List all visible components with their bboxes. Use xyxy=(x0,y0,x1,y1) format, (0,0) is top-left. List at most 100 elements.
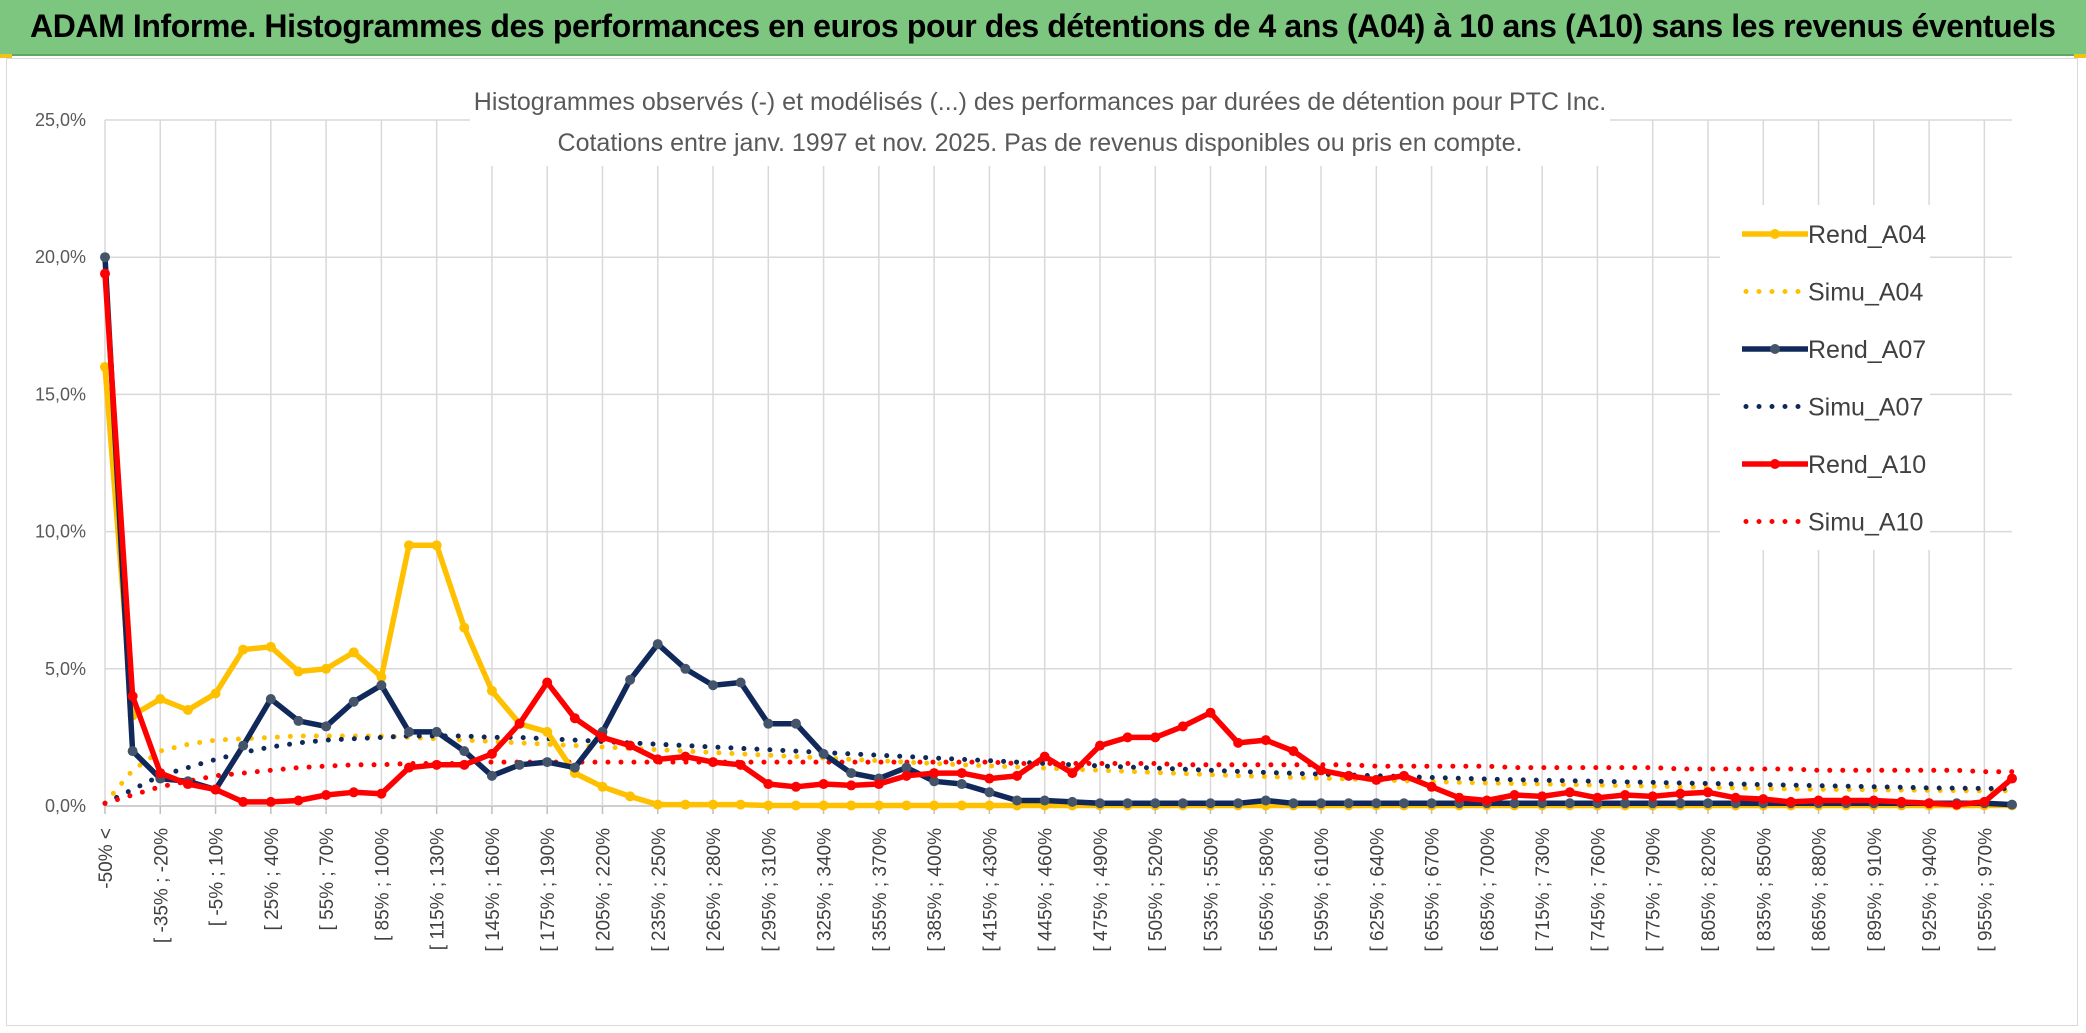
data-point-Rend_A10 xyxy=(1868,795,1879,806)
x-tick-label: [ 535% ; 550% xyxy=(1202,828,1223,952)
x-tick-label: [ 685% ; 700% xyxy=(1478,828,1499,952)
data-point-Rend_A10 xyxy=(1371,774,1382,785)
data-point-Rend_A07 xyxy=(984,787,995,798)
header-banner: ADAM Informe. Histogrammes des performan… xyxy=(0,0,2086,56)
data-point-Rend_A04 xyxy=(873,800,884,811)
series-line-Simu_A07 xyxy=(102,733,2015,806)
data-point-Rend_A07 xyxy=(265,693,276,704)
data-point-Rend_A10 xyxy=(680,751,691,762)
data-point-Rend_A07 xyxy=(1067,796,1078,807)
chart-title: Histogrammes observés (-) et modélisés (… xyxy=(474,88,1606,116)
data-point-Rend_A07 xyxy=(956,779,967,790)
data-point-Rend_A10 xyxy=(459,759,470,770)
series-line-Rend_A07 xyxy=(102,257,2013,808)
data-point-Rend_A10 xyxy=(1094,740,1105,751)
data-point-Rend_A04 xyxy=(597,781,608,792)
data-point-Rend_A07 xyxy=(1177,798,1188,809)
x-tick-label: [ 415% ; 430% xyxy=(980,828,1001,952)
data-point-Rend_A07 xyxy=(1564,798,1575,809)
data-point-Rend_A07 xyxy=(2007,799,2017,810)
data-point-Rend_A04 xyxy=(210,688,221,699)
data-point-Rend_A10 xyxy=(1426,781,1437,792)
data-point-Rend_A07 xyxy=(486,770,497,781)
data-point-Rend_A10 xyxy=(1592,792,1603,803)
x-tick-label: [ 565% ; 580% xyxy=(1257,828,1278,952)
data-point-Rend_A07 xyxy=(735,677,746,688)
data-point-Rend_A07 xyxy=(763,718,774,729)
data-point-Rend_A04 xyxy=(238,644,249,655)
x-tick-label: [ -5% ; 10% xyxy=(207,828,228,926)
y-tick-label: 25,0% xyxy=(35,110,86,130)
legend-box xyxy=(1720,205,1930,550)
data-point-Rend_A07 xyxy=(625,674,636,685)
data-point-Rend_A04 xyxy=(901,800,912,811)
data-point-Rend_A07 xyxy=(404,726,415,737)
data-point-Rend_A07 xyxy=(569,762,580,773)
data-point-Rend_A04 xyxy=(182,704,193,715)
data-point-Rend_A07 xyxy=(238,740,249,751)
data-point-Rend_A07 xyxy=(708,680,719,691)
data-point-Rend_A10 xyxy=(1205,707,1216,718)
data-point-Rend_A10 xyxy=(404,762,415,773)
data-point-Rend_A07 xyxy=(1398,798,1409,809)
data-point-Rend_A07 xyxy=(1509,798,1520,809)
x-tick-label: [ 835% ; 850% xyxy=(1754,828,1775,952)
legend-label: Simu_A10 xyxy=(1808,509,1923,537)
x-tick-label: [ 775% ; 790% xyxy=(1644,828,1665,952)
x-tick-label: [ 355% ; 370% xyxy=(870,828,891,952)
data-point-Rend_A07 xyxy=(1426,798,1437,809)
corner-accent-right xyxy=(2074,54,2086,58)
data-point-Rend_A10 xyxy=(1564,787,1575,798)
data-point-Rend_A07 xyxy=(542,757,553,768)
data-point-Rend_A10 xyxy=(1481,795,1492,806)
y-tick-label: 20,0% xyxy=(35,247,86,267)
data-point-Rend_A07 xyxy=(293,715,304,726)
x-tick-label: [ 715% ; 730% xyxy=(1533,828,1554,952)
data-point-Rend_A10 xyxy=(1122,732,1133,743)
data-point-Rend_A10 xyxy=(1758,794,1769,805)
data-point-Rend_A07 xyxy=(127,746,138,757)
data-point-Rend_A10 xyxy=(1841,795,1852,806)
data-point-Rend_A07 xyxy=(680,663,691,674)
data-point-Rend_A04 xyxy=(984,800,995,811)
data-point-Rend_A10 xyxy=(265,796,276,807)
data-point-Rend_A04 xyxy=(486,685,497,696)
data-point-Rend_A07 xyxy=(901,762,912,773)
x-tick-label: [ 235% ; 250% xyxy=(649,828,670,952)
data-point-Rend_A07 xyxy=(1316,798,1327,809)
x-tick-label: [ 205% ; 220% xyxy=(593,828,614,952)
data-point-Rend_A07 xyxy=(846,768,857,779)
data-point-Rend_A07 xyxy=(1150,798,1161,809)
y-axis: 0,0% 5,0% 10,0% 15,0% 20,0% 25,0% xyxy=(35,110,86,816)
data-point-Rend_A10 xyxy=(1509,790,1520,801)
data-point-Rend_A10 xyxy=(984,773,995,784)
data-point-Rend_A10 xyxy=(1785,796,1796,807)
data-point-Rend_A07 xyxy=(1647,798,1658,809)
data-point-Rend_A10 xyxy=(1647,791,1658,802)
x-tick-label: [ 805% ; 820% xyxy=(1699,828,1720,952)
data-point-Rend_A10 xyxy=(1067,768,1078,779)
data-point-Rend_A10 xyxy=(625,740,636,751)
data-point-Rend_A07 xyxy=(1702,798,1713,809)
x-tick-label: [ 745% ; 760% xyxy=(1588,828,1609,952)
data-point-Rend_A10 xyxy=(763,779,774,790)
data-point-Rend_A04 xyxy=(790,800,801,811)
data-point-Rend_A07 xyxy=(100,252,110,263)
data-point-Rend_A07 xyxy=(1288,798,1299,809)
data-point-Rend_A07 xyxy=(652,639,663,650)
x-axis: -50% < [ -35% ; -20% [ -5% ; 10% [ 25% ; 40… xyxy=(96,806,1996,952)
data-point-Rend_A04 xyxy=(763,800,774,811)
data-point-Rend_A07 xyxy=(321,721,332,732)
data-point-Rend_A07 xyxy=(1012,795,1023,806)
data-point-Rend_A10 xyxy=(182,779,193,790)
x-tick-label: [ 325% ; 340% xyxy=(815,828,836,952)
data-point-Rend_A10 xyxy=(127,691,138,702)
data-point-Rend_A07 xyxy=(1122,798,1133,809)
data-point-Rend_A07 xyxy=(1260,795,1271,806)
data-point-Rend_A04 xyxy=(404,540,415,551)
x-tick-label: [ 85% ; 100% xyxy=(372,828,393,941)
data-point-Rend_A04 xyxy=(459,622,470,633)
data-point-Rend_A07 xyxy=(1675,798,1686,809)
data-point-Rend_A10 xyxy=(293,795,304,806)
data-point-Rend_A10 xyxy=(376,788,387,799)
